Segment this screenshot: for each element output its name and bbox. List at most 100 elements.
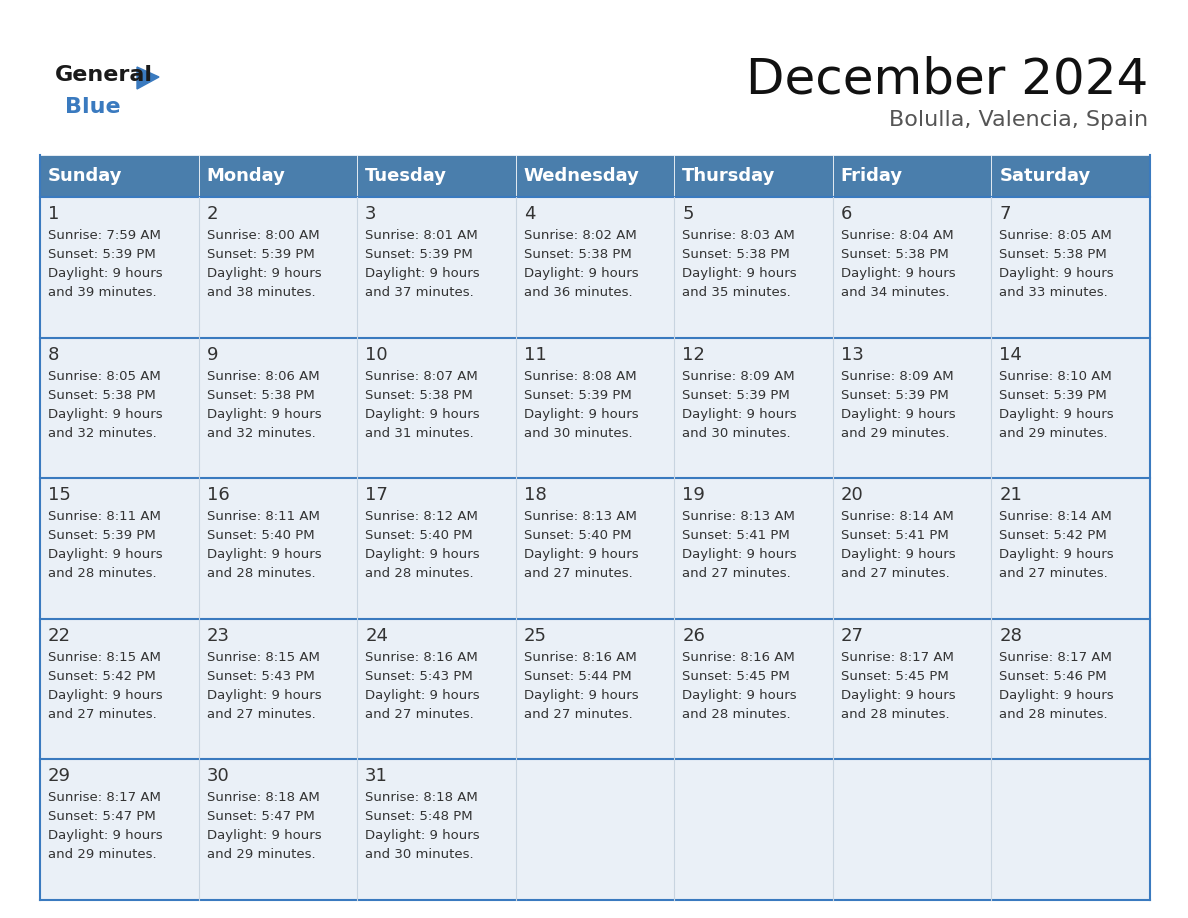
Text: and 29 minutes.: and 29 minutes. [207,848,315,861]
Text: Sunset: 5:43 PM: Sunset: 5:43 PM [365,670,473,683]
Text: December 2024: December 2024 [746,55,1148,103]
Text: Sunset: 5:39 PM: Sunset: 5:39 PM [48,248,156,261]
Bar [833,197,992,338]
Bar [992,478,1150,619]
Bar [198,478,358,619]
Text: and 32 minutes.: and 32 minutes. [207,427,315,440]
Text: Thursday: Thursday [682,167,776,185]
Text: Daylight: 9 hours: Daylight: 9 hours [365,829,480,843]
Bar [358,197,516,338]
Text: and 27 minutes.: and 27 minutes. [682,567,791,580]
Text: Sunrise: 8:15 AM: Sunrise: 8:15 AM [207,651,320,664]
Text: 12: 12 [682,345,706,364]
Text: Sunset: 5:40 PM: Sunset: 5:40 PM [207,529,314,543]
Text: and 29 minutes.: and 29 minutes. [48,848,157,861]
Text: Sunrise: 8:14 AM: Sunrise: 8:14 AM [841,510,954,523]
Text: Sunrise: 8:05 AM: Sunrise: 8:05 AM [48,370,160,383]
Text: and 27 minutes.: and 27 minutes. [207,708,315,721]
Text: 11: 11 [524,345,546,364]
Text: Sunrise: 8:17 AM: Sunrise: 8:17 AM [999,651,1112,664]
Text: Tuesday: Tuesday [365,167,447,185]
Bar [992,155,1150,197]
Text: 19: 19 [682,487,706,504]
Text: and 27 minutes.: and 27 minutes. [365,708,474,721]
Text: Sunrise: 8:06 AM: Sunrise: 8:06 AM [207,370,320,383]
Text: and 27 minutes.: and 27 minutes. [524,567,632,580]
Text: Daylight: 9 hours: Daylight: 9 hours [999,267,1114,280]
Text: 5: 5 [682,205,694,223]
Text: and 27 minutes.: and 27 minutes. [841,567,949,580]
Text: 30: 30 [207,767,229,786]
Text: Sunset: 5:39 PM: Sunset: 5:39 PM [682,388,790,401]
Text: Sunset: 5:47 PM: Sunset: 5:47 PM [207,811,315,823]
Text: Daylight: 9 hours: Daylight: 9 hours [48,548,163,561]
Text: Sunset: 5:39 PM: Sunset: 5:39 PM [48,529,156,543]
Text: 7: 7 [999,205,1011,223]
Bar [40,338,198,478]
Text: and 30 minutes.: and 30 minutes. [365,848,474,861]
Text: Sunset: 5:38 PM: Sunset: 5:38 PM [841,248,948,261]
Text: Sunrise: 8:13 AM: Sunrise: 8:13 AM [682,510,795,523]
Text: 21: 21 [999,487,1023,504]
Text: Daylight: 9 hours: Daylight: 9 hours [365,688,480,701]
Text: Sunset: 5:41 PM: Sunset: 5:41 PM [841,529,948,543]
Text: Daylight: 9 hours: Daylight: 9 hours [365,548,480,561]
Text: Daylight: 9 hours: Daylight: 9 hours [207,829,321,843]
Text: Sunrise: 8:09 AM: Sunrise: 8:09 AM [682,370,795,383]
Text: Daylight: 9 hours: Daylight: 9 hours [365,267,480,280]
Bar [675,197,833,338]
Text: Sunset: 5:38 PM: Sunset: 5:38 PM [999,248,1107,261]
Text: and 33 minutes.: and 33 minutes. [999,286,1108,299]
Text: and 28 minutes.: and 28 minutes. [207,567,315,580]
Text: and 28 minutes.: and 28 minutes. [682,708,791,721]
Text: Sunset: 5:39 PM: Sunset: 5:39 PM [999,388,1107,401]
Bar [992,197,1150,338]
Text: Sunset: 5:42 PM: Sunset: 5:42 PM [999,529,1107,543]
Text: Sunrise: 8:04 AM: Sunrise: 8:04 AM [841,229,954,242]
Text: Sunrise: 7:59 AM: Sunrise: 7:59 AM [48,229,160,242]
Text: Daylight: 9 hours: Daylight: 9 hours [48,408,163,420]
Text: Daylight: 9 hours: Daylight: 9 hours [48,829,163,843]
Text: Sunset: 5:39 PM: Sunset: 5:39 PM [841,388,948,401]
Text: Daylight: 9 hours: Daylight: 9 hours [207,688,321,701]
Text: Sunset: 5:38 PM: Sunset: 5:38 PM [682,248,790,261]
Text: 10: 10 [365,345,387,364]
Text: Daylight: 9 hours: Daylight: 9 hours [999,688,1114,701]
Text: Daylight: 9 hours: Daylight: 9 hours [207,267,321,280]
Text: 9: 9 [207,345,219,364]
Text: 24: 24 [365,627,388,644]
Bar [516,619,675,759]
Text: Sunrise: 8:03 AM: Sunrise: 8:03 AM [682,229,795,242]
Text: and 34 minutes.: and 34 minutes. [841,286,949,299]
Text: Sunday: Sunday [48,167,122,185]
Text: Sunrise: 8:13 AM: Sunrise: 8:13 AM [524,510,637,523]
Text: and 38 minutes.: and 38 minutes. [207,286,315,299]
Text: Daylight: 9 hours: Daylight: 9 hours [524,408,638,420]
Text: 1: 1 [48,205,59,223]
Text: and 27 minutes.: and 27 minutes. [48,708,157,721]
Text: Sunrise: 8:02 AM: Sunrise: 8:02 AM [524,229,637,242]
Text: Sunset: 5:38 PM: Sunset: 5:38 PM [207,388,315,401]
Text: Sunrise: 8:01 AM: Sunrise: 8:01 AM [365,229,478,242]
Bar [833,759,992,900]
Bar [358,759,516,900]
Text: Sunset: 5:43 PM: Sunset: 5:43 PM [207,670,315,683]
Text: 29: 29 [48,767,71,786]
Text: Sunrise: 8:16 AM: Sunrise: 8:16 AM [365,651,478,664]
Text: and 35 minutes.: and 35 minutes. [682,286,791,299]
Bar [675,759,833,900]
Bar [198,619,358,759]
Text: Sunrise: 8:11 AM: Sunrise: 8:11 AM [207,510,320,523]
Text: Sunrise: 8:14 AM: Sunrise: 8:14 AM [999,510,1112,523]
Text: Monday: Monday [207,167,285,185]
Text: 25: 25 [524,627,546,644]
Text: Daylight: 9 hours: Daylight: 9 hours [682,267,797,280]
Text: Bolulla, Valencia, Spain: Bolulla, Valencia, Spain [889,110,1148,130]
Text: and 29 minutes.: and 29 minutes. [841,427,949,440]
Text: Sunset: 5:38 PM: Sunset: 5:38 PM [365,388,473,401]
Text: Sunset: 5:39 PM: Sunset: 5:39 PM [207,248,315,261]
Bar [358,155,516,197]
Bar [40,759,198,900]
Text: Daylight: 9 hours: Daylight: 9 hours [524,688,638,701]
Bar [516,478,675,619]
